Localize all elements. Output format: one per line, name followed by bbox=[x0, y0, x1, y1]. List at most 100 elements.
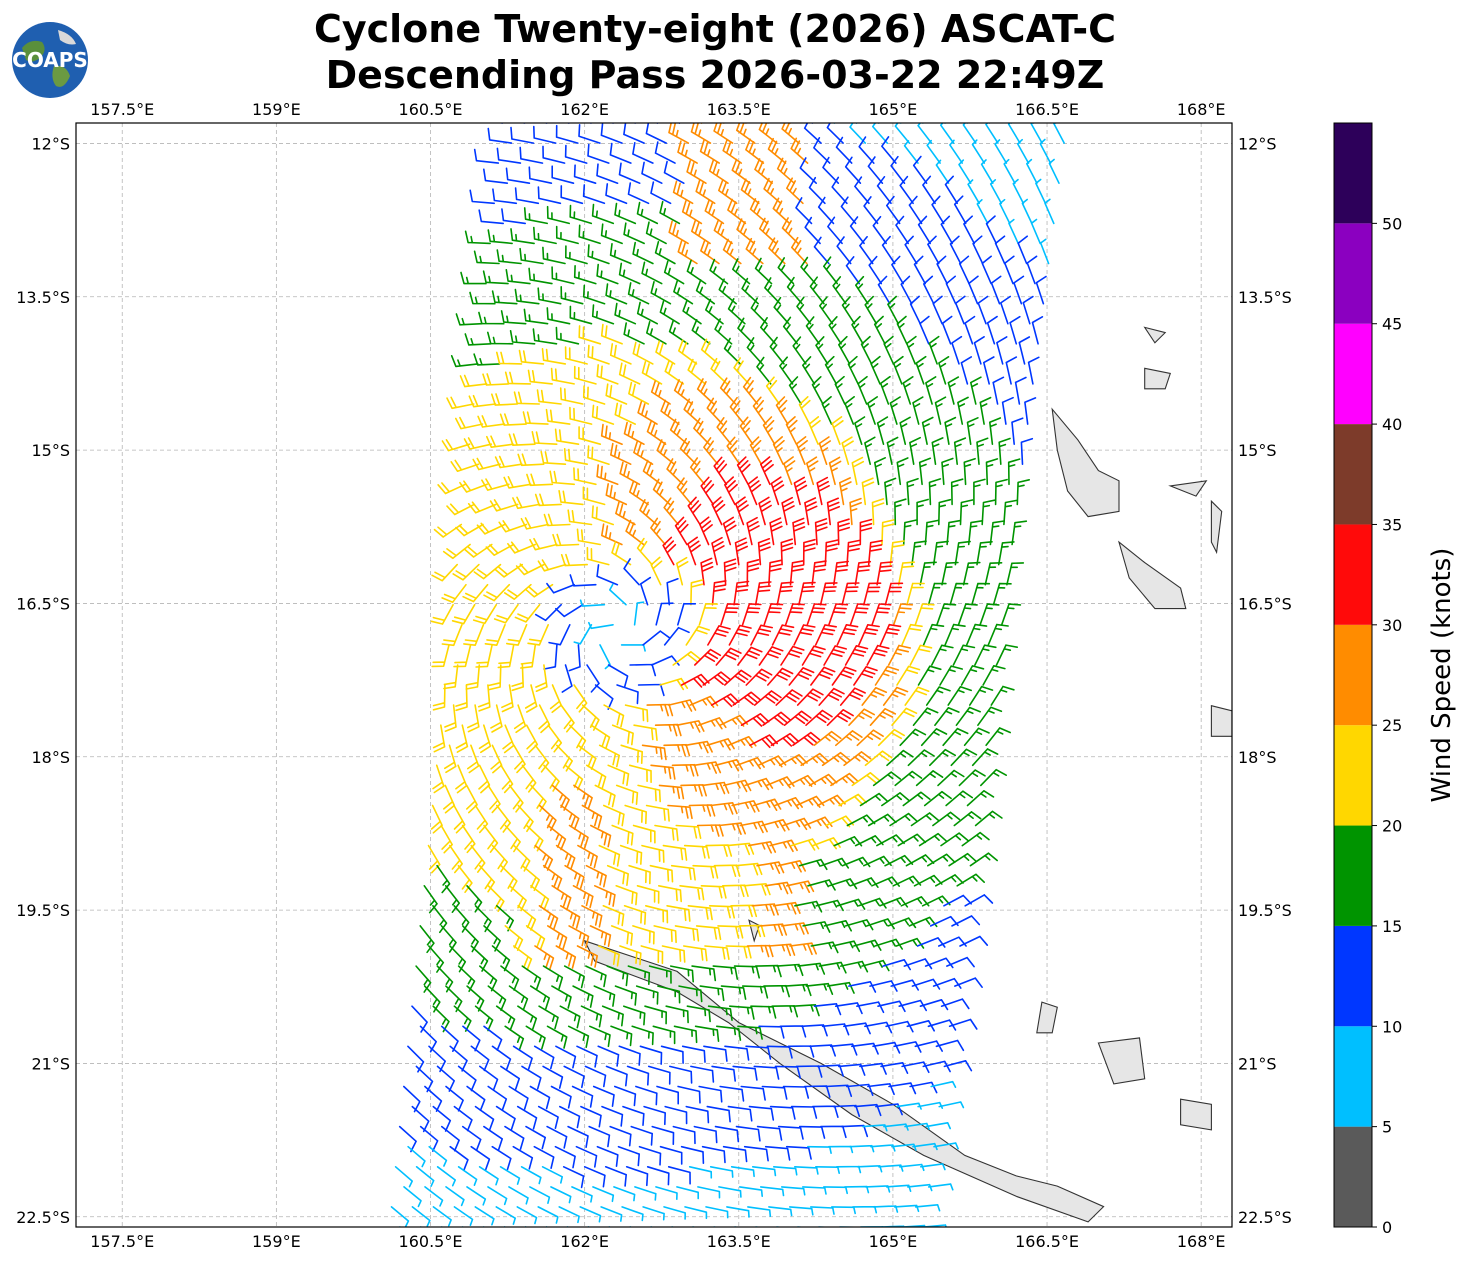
wind-barb bbox=[763, 984, 790, 998]
wind-barb bbox=[709, 1166, 734, 1178]
wind-barb bbox=[432, 764, 445, 794]
wind-barb bbox=[927, 853, 956, 867]
wind-barb bbox=[983, 356, 995, 385]
wind-barb bbox=[441, 624, 463, 647]
wind-barb bbox=[859, 236, 874, 265]
wind-barb bbox=[911, 540, 927, 566]
wind-barb bbox=[496, 123, 504, 124]
wind-barb bbox=[877, 728, 905, 747]
wind-barb bbox=[496, 147, 522, 164]
wind-barb bbox=[467, 704, 480, 733]
wind-barb bbox=[605, 183, 628, 205]
wind-barb bbox=[916, 498, 929, 526]
wind-barb bbox=[927, 1183, 954, 1191]
wind-barb bbox=[572, 885, 594, 909]
wind-barb bbox=[503, 1226, 507, 1227]
wind-barb bbox=[985, 215, 997, 245]
wind-barb bbox=[522, 411, 549, 425]
wind-barb bbox=[737, 1025, 763, 1040]
wind-barb bbox=[466, 885, 483, 913]
wind-barb bbox=[504, 583, 532, 600]
wind-barb bbox=[855, 123, 858, 124]
wind-barb bbox=[788, 667, 815, 686]
wind-barb bbox=[733, 580, 750, 606]
wind-barb bbox=[667, 804, 693, 820]
wind-barb bbox=[687, 536, 701, 566]
wind-barb bbox=[490, 744, 503, 774]
wind-barb bbox=[848, 981, 877, 993]
wind-barb bbox=[491, 1045, 512, 1071]
wind-barb bbox=[950, 748, 978, 767]
wind-barb bbox=[823, 645, 847, 666]
wind-barb bbox=[744, 777, 774, 791]
wind-barb bbox=[640, 945, 664, 965]
wind-barb bbox=[691, 965, 717, 982]
wind-barb bbox=[407, 1045, 425, 1073]
wind-barb bbox=[813, 730, 842, 747]
wind-barb bbox=[861, 687, 888, 706]
wind-barb bbox=[578, 325, 602, 345]
wind-barb bbox=[872, 215, 887, 245]
wind-barb bbox=[573, 784, 593, 810]
wind-barb bbox=[772, 197, 791, 225]
wind-barb bbox=[928, 335, 940, 365]
wind-barb bbox=[524, 684, 538, 713]
wind-barb bbox=[477, 684, 491, 712]
wind-barb bbox=[662, 844, 688, 861]
wind-barb bbox=[903, 958, 933, 970]
wind-barb bbox=[641, 261, 663, 285]
wind-barb bbox=[654, 141, 676, 164]
wind-barb bbox=[543, 513, 571, 527]
wind-barb bbox=[951, 335, 963, 365]
wind-barb bbox=[803, 816, 833, 829]
wind-barb bbox=[968, 275, 979, 305]
wind-barb bbox=[927, 235, 940, 265]
wind-barb bbox=[700, 885, 727, 899]
wind-barb bbox=[747, 476, 762, 506]
wind-barb bbox=[520, 517, 549, 530]
wind-barb bbox=[586, 664, 600, 693]
wind-barb bbox=[686, 1005, 711, 1023]
wind-barb bbox=[618, 262, 641, 285]
landmass-10 bbox=[1210, 499, 1223, 555]
wind-barb bbox=[877, 275, 891, 305]
wind-barb bbox=[945, 790, 974, 807]
wind-barb bbox=[527, 624, 549, 646]
wind-barb bbox=[758, 496, 772, 526]
chart-title: Cyclone Twenty-eight (2026) ASCAT-C Desc… bbox=[215, 6, 1215, 98]
wind-barb bbox=[508, 985, 529, 1011]
wind-barb bbox=[899, 1163, 925, 1172]
wind-barb bbox=[972, 235, 984, 265]
wind-barb bbox=[705, 1206, 729, 1219]
wind-barb bbox=[563, 965, 585, 989]
wind-barb bbox=[591, 404, 615, 425]
wind-barb bbox=[979, 396, 992, 425]
wind-barb bbox=[976, 437, 989, 465]
wind-barb bbox=[722, 516, 737, 546]
wind-barb bbox=[663, 626, 690, 646]
wind-barb bbox=[584, 1065, 607, 1088]
wind-barb bbox=[662, 536, 677, 566]
wind-barb bbox=[942, 727, 969, 747]
wind-barb bbox=[849, 216, 865, 245]
lon-tick-top-5: 165°E bbox=[869, 100, 918, 119]
wind-barb bbox=[474, 1005, 494, 1032]
wind-barb bbox=[430, 804, 443, 834]
wind-barb bbox=[538, 1005, 559, 1030]
wind-barb bbox=[813, 236, 830, 265]
wind-barb bbox=[671, 763, 699, 777]
wind-barb bbox=[470, 1145, 491, 1171]
wind-barb bbox=[645, 123, 667, 144]
colorbar-tick-0: 0 bbox=[1382, 1218, 1392, 1237]
wind-barb bbox=[650, 764, 676, 780]
wind-barb bbox=[609, 343, 632, 365]
wind-barb bbox=[792, 336, 807, 365]
wind-barb bbox=[506, 624, 528, 646]
wind-barb bbox=[780, 645, 805, 666]
wind-barb bbox=[727, 198, 747, 225]
wind-barb bbox=[992, 582, 1012, 606]
wind-barb bbox=[711, 536, 725, 566]
wind-barb bbox=[469, 291, 496, 305]
wind-barb bbox=[784, 603, 805, 626]
wind-barb bbox=[534, 603, 562, 622]
